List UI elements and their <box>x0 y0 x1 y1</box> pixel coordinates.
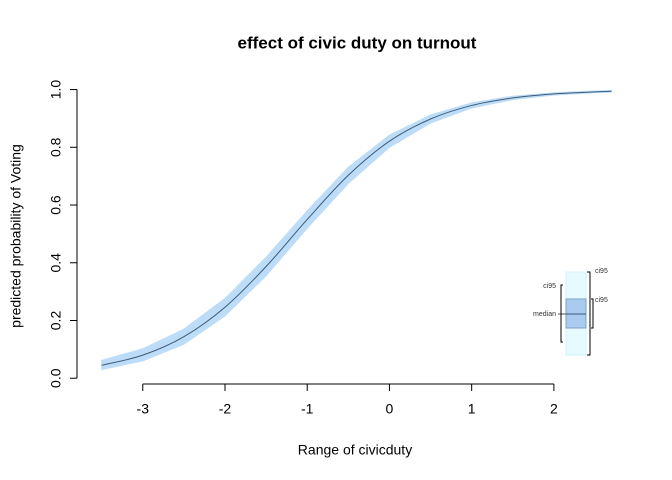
legend-label: ci95 <box>595 297 608 304</box>
median-line <box>101 90 612 366</box>
x-tick-label: 2 <box>550 401 558 417</box>
confidence-band <box>101 89 612 371</box>
x-axis-label: Range of civicduty <box>298 442 412 458</box>
legend-bracket-left <box>560 284 563 343</box>
y-tick-label: 0.6 <box>48 195 64 215</box>
x-tick-label: -1 <box>301 401 314 417</box>
y-tick-label: 0.0 <box>48 368 64 388</box>
y-tick-label: 0.4 <box>48 253 64 273</box>
chart-title: effect of civic duty on turnout <box>238 33 477 52</box>
legend-label: ci95 <box>595 268 608 275</box>
y-tick-label: 0.2 <box>48 311 64 331</box>
y-axis-label: predicted probability of Voting <box>8 144 24 328</box>
legend-bracket-outer <box>587 271 591 356</box>
y-tick-label: 0.8 <box>48 137 64 157</box>
x-tick-label: 0 <box>386 401 394 417</box>
y-tick-label: 1.0 <box>48 80 64 100</box>
legend-inset: ci95 median ci95 ci95 <box>533 268 608 356</box>
x-tick-label: -2 <box>219 401 232 417</box>
x-tick-label: 1 <box>468 401 476 417</box>
x-tick-label: -3 <box>137 401 150 417</box>
legend-label: ci95 <box>543 283 556 290</box>
legend-bracket-inner <box>591 298 594 329</box>
legend-label: median <box>533 311 556 318</box>
